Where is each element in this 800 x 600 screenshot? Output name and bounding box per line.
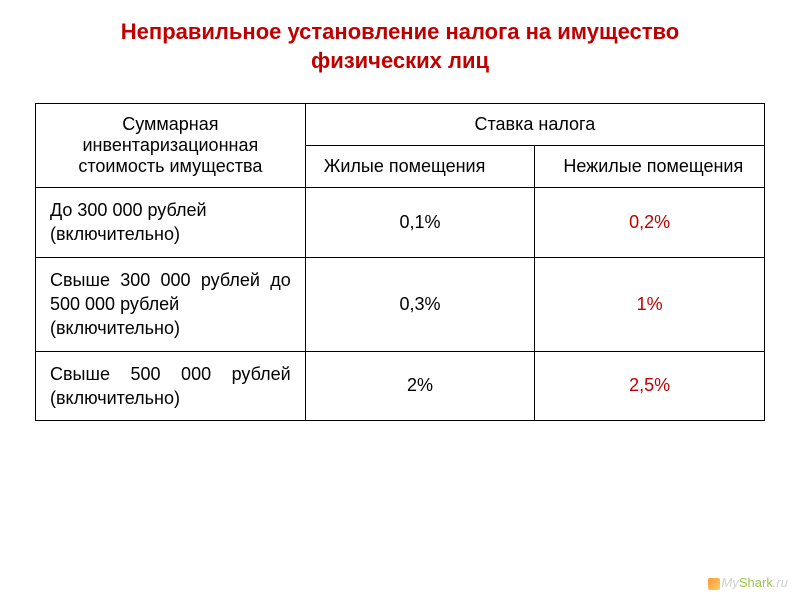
page-title: Неправильное установление налога на имущ… xyxy=(0,0,800,83)
range2-line3: (включительно) xyxy=(50,316,291,340)
residential-value-3: 2% xyxy=(305,351,535,421)
range2-line1: Свыше 300 000 рублей до xyxy=(50,268,291,292)
logo-icon xyxy=(708,578,720,590)
header-col2-merged: Ставка налога xyxy=(305,104,764,146)
residential-value-2: 0,3% xyxy=(305,257,535,351)
nonresidential-value-3: 2,5% xyxy=(535,351,765,421)
table-container: Суммарная инвентаризационная стоимость и… xyxy=(0,83,800,431)
subheader-nonresidential: Нежилые помещения xyxy=(535,146,765,188)
logo-shark: Shark xyxy=(739,575,773,590)
table-row: Свыше 300 000 рублей до 500 000 рублей (… xyxy=(36,257,765,351)
nonresidential-value-2: 1% xyxy=(535,257,765,351)
logo-ru: .ru xyxy=(773,575,788,590)
range2-line2: 500 000 рублей xyxy=(50,292,291,316)
watermark-logo: MyShark.ru xyxy=(708,575,788,590)
tax-rates-table: Суммарная инвентаризационная стоимость и… xyxy=(35,103,765,421)
logo-my: My xyxy=(722,575,739,590)
range-cell-1: До 300 000 рублей (включительно) xyxy=(36,188,306,258)
nonresidential-value-1: 0,2% xyxy=(535,188,765,258)
range-cell-3: Свыше 500 000 рублей (включительно) xyxy=(36,351,306,421)
range-cell-2: Свыше 300 000 рублей до 500 000 рублей (… xyxy=(36,257,306,351)
residential-value-1: 0,1% xyxy=(305,188,535,258)
table-header-row-1: Суммарная инвентаризационная стоимость и… xyxy=(36,104,765,146)
header-col1: Суммарная инвентаризационная стоимость и… xyxy=(36,104,306,188)
table-row: До 300 000 рублей (включительно) 0,1% 0,… xyxy=(36,188,765,258)
subheader-residential: Жилые помещения xyxy=(305,146,535,188)
table-row: Свыше 500 000 рублей (включительно) 2% 2… xyxy=(36,351,765,421)
range3-line1: Свыше 500 000 рублей xyxy=(50,362,291,386)
range3-line2: (включительно) xyxy=(50,386,291,410)
